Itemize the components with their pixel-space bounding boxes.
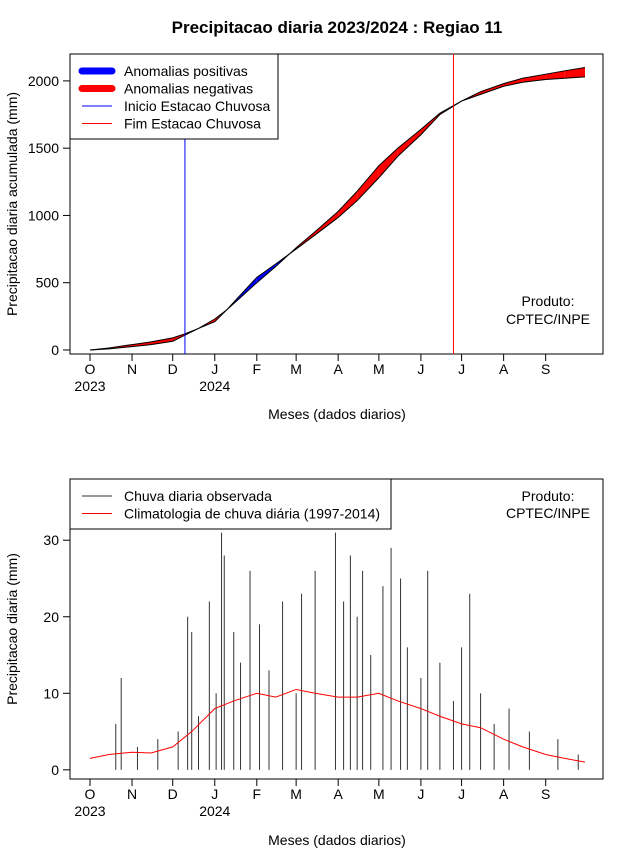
negative-anomaly-area <box>480 83 504 95</box>
cumulative-precipitation-panel: 0 500 1000 1500 2000 O N D J F M A M J J A S 2023 2024 Pr… <box>4 53 604 422</box>
year-label: 2024 <box>199 803 230 819</box>
x-axis-label-2: Meses (dados diarios) <box>268 832 406 848</box>
x-axis-2: O N D J F M A M J J A S 2023 2024 <box>74 779 550 819</box>
credit-line1-panel1: Produto: <box>522 293 575 309</box>
x-tick-label: O <box>85 786 96 802</box>
legend-label: Anomalias positivas <box>124 63 248 79</box>
x-tick-label: J <box>417 786 424 802</box>
y-tick-label: 20 <box>43 609 59 625</box>
x-tick-label: N <box>127 786 137 802</box>
x-tick-label: M <box>290 786 302 802</box>
x-tick-label: O <box>85 361 96 377</box>
y-tick-label: 0 <box>51 762 59 778</box>
y-tick-label: 30 <box>43 532 59 548</box>
y-axis-1: 0 500 1000 1500 2000 <box>28 73 70 358</box>
x-tick-label: F <box>253 786 262 802</box>
year-label: 2023 <box>74 803 105 819</box>
x-tick-label: A <box>334 361 344 377</box>
chart-title: Precipitacao diaria 2023/2024 : Regiao 1… <box>172 18 503 37</box>
x-tick-label: J <box>458 361 465 377</box>
negative-anomaly-area <box>545 70 565 80</box>
negative-anomaly-area <box>357 165 379 201</box>
y-tick-label: 1500 <box>28 140 59 156</box>
x-axis-label-1: Meses (dados diarios) <box>268 406 406 422</box>
daily-precipitation-panel: 0 10 20 30 O N D J F M A M J J A S 2023 2024 Precipitaca… <box>4 478 604 848</box>
negative-anomaly-area <box>378 148 398 178</box>
y-tick-label: 0 <box>51 342 59 358</box>
x-tick-label: D <box>168 786 178 802</box>
y-axis-2: 0 10 20 30 <box>43 532 70 778</box>
legend-label: Climatologia de chuva diária (1997-2014) <box>124 506 380 522</box>
x-tick-label: S <box>541 786 550 802</box>
climatology-cumulative-line <box>89 66 586 351</box>
legend-box <box>69 478 392 530</box>
observed-cumulative-line <box>89 76 586 351</box>
legend-2: Chuva diaria observada Climatologia de ch… <box>69 478 392 530</box>
legend-1: Anomalias positivas Anomalias negativasIn… <box>69 53 279 140</box>
positive-anomaly-area <box>256 263 276 283</box>
legend-label: Chuva diaria observada <box>124 488 272 504</box>
x-tick-label: J <box>211 361 218 377</box>
legend-label: Anomalias negativas <box>124 81 253 97</box>
year-label: 2024 <box>199 378 230 394</box>
credit-line1-panel2: Produto: <box>522 488 575 504</box>
x-tick-label: M <box>290 361 302 377</box>
negative-anomaly-area <box>151 337 173 345</box>
plot-frame-1 <box>69 53 604 355</box>
y-tick-label: 500 <box>36 275 60 291</box>
x-tick-label: S <box>541 361 550 377</box>
x-tick-label: J <box>417 361 424 377</box>
y-tick-label: 1000 <box>28 207 59 223</box>
y-axis-label-2: Precipitacao diaria (mm) <box>4 553 20 705</box>
x-tick-label: N <box>127 361 137 377</box>
x-tick-label: D <box>168 361 178 377</box>
negative-anomaly-area <box>503 78 523 87</box>
climatology-daily-line <box>89 688 586 763</box>
y-axis-label-1: Precipitacao diaria acumulada (mm) <box>4 92 20 316</box>
legend-label: Inicio Estacao Chuvosa <box>124 98 271 114</box>
year-label: 2023 <box>74 378 105 394</box>
x-tick-label: J <box>458 786 465 802</box>
x-tick-label: M <box>373 786 385 802</box>
credit-line2-panel2: CPTEC/INPE <box>506 505 590 521</box>
x-tick-label: J <box>211 786 218 802</box>
negative-anomaly-area <box>397 129 421 157</box>
credit-line2-panel1: CPTEC/INPE <box>506 311 590 327</box>
y-tick-label: 2000 <box>28 73 59 89</box>
x-tick-label: F <box>253 361 262 377</box>
x-tick-label: A <box>334 786 344 802</box>
x-axis-1: O N D J F M A M J J A S 2023 2024 <box>74 354 550 394</box>
observed-bars-layer <box>115 532 579 770</box>
legend-label: Fim Estacao Chuvosa <box>124 116 261 132</box>
x-tick-label: M <box>373 361 385 377</box>
negative-anomaly-area <box>315 211 339 235</box>
x-tick-label: A <box>499 361 509 377</box>
negative-anomaly-area <box>338 191 358 218</box>
x-tick-label: A <box>499 786 509 802</box>
y-tick-label: 10 <box>43 685 59 701</box>
climatology-line-layer <box>89 688 586 763</box>
